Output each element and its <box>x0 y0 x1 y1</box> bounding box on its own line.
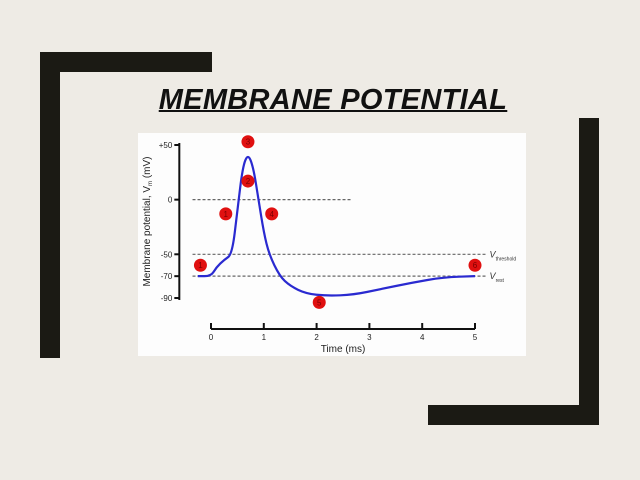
y-tick-label: -70 <box>161 272 173 281</box>
action-potential-chart: +50 0 -50 -70 -90 0 1 2 3 4 5 Time (ms) Membrane pot… <box>142 135 517 355</box>
stage-marker-dot <box>468 258 482 272</box>
frame-bottom-right-horizontal <box>428 405 599 425</box>
x-tick-label: 3 <box>367 333 372 342</box>
stage-marker-dot <box>241 135 255 149</box>
stage-marker: 1 <box>219 207 233 221</box>
reference-line-label: Vrest <box>490 271 505 284</box>
stage-marker-label: 1 <box>198 261 203 270</box>
x-tick-label: 1 <box>262 333 267 342</box>
frame-top-left-vertical <box>40 52 60 358</box>
frame-top-left-horizontal <box>40 52 212 72</box>
x-tick-label: 0 <box>209 333 214 342</box>
x-tick-label: 5 <box>473 333 478 342</box>
stage-marker-label: 4 <box>269 210 274 219</box>
stage-marker-label: 3 <box>246 138 251 147</box>
stage-marker-dot <box>219 207 233 221</box>
y-axis-label: Membrane potential, Vm (mV) <box>142 156 154 286</box>
frame-bottom-right-vertical <box>579 118 599 425</box>
stage-marker-dot <box>312 295 326 309</box>
y-tick-label: -50 <box>161 250 173 259</box>
stage-marker-label: 5 <box>317 298 322 307</box>
action-potential-figure: +50 0 -50 -70 -90 0 1 2 3 4 5 Time (ms) Membrane pot… <box>138 133 526 356</box>
stage-marker: 1 <box>193 258 207 272</box>
stage-marker-label: 1 <box>224 210 229 219</box>
x-axis-label: Time (ms) <box>321 344 366 355</box>
slide-title: MEMBRANE POTENTIAL <box>158 84 508 116</box>
stage-marker-dot <box>241 174 255 188</box>
x-tick-label: 2 <box>314 333 319 342</box>
stage-marker: 6 <box>468 258 482 272</box>
membrane-potential-curve <box>197 155 476 297</box>
stage-marker: 2 <box>241 174 255 188</box>
x-tick-label: 4 <box>420 333 425 342</box>
y-tick-label: 0 <box>168 196 173 205</box>
stage-marker: 5 <box>312 295 326 309</box>
stage-marker: 4 <box>265 207 279 221</box>
stage-marker-label: 6 <box>473 261 478 270</box>
reference-line-label: Vthreshold <box>490 249 517 262</box>
y-tick-label: -90 <box>161 294 173 303</box>
stage-marker-dot <box>265 207 279 221</box>
y-tick-label: +50 <box>159 141 173 150</box>
stage-marker-label: 2 <box>246 177 251 186</box>
stage-marker-dot <box>193 258 207 272</box>
stage-marker: 3 <box>241 135 255 149</box>
